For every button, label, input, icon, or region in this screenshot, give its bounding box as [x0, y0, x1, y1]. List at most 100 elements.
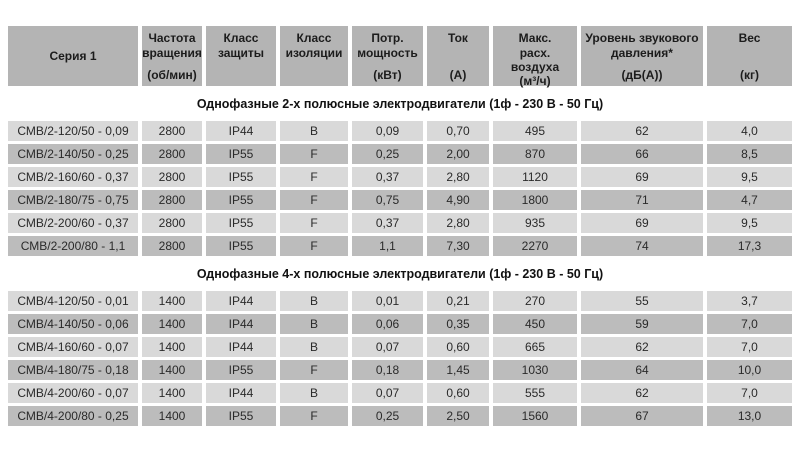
value-cell: 7,0 — [707, 314, 792, 334]
value-cell: 74 — [581, 236, 703, 256]
value-cell: 2,50 — [427, 406, 489, 426]
value-cell: F — [280, 360, 348, 380]
column-unit: (м³/ч) — [519, 73, 551, 88]
value-cell: 8,5 — [707, 144, 792, 164]
value-cell: 2800 — [142, 236, 202, 256]
value-cell: 4,0 — [707, 121, 792, 141]
value-cell: B — [280, 291, 348, 311]
column-header-series: Серия 1 — [8, 26, 138, 86]
section-title-row: Однофазные 4-х полюсные электродвигатели… — [8, 259, 792, 288]
value-cell: B — [280, 314, 348, 334]
value-cell: 1400 — [142, 314, 202, 334]
column-header-insulation-class: Класс изоляции — [280, 26, 348, 86]
value-cell: IP55 — [206, 213, 276, 233]
value-cell: F — [280, 406, 348, 426]
model-cell: СМВ/4-160/60 - 0,07 — [8, 337, 138, 357]
value-cell: 2800 — [142, 190, 202, 210]
value-cell: 67 — [581, 406, 703, 426]
table-row: СМВ/4-200/80 - 0,25 1400 IP55 F 0,25 2,50 1560… — [8, 406, 792, 426]
value-cell: 0,75 — [352, 190, 423, 210]
value-cell: IP55 — [206, 406, 276, 426]
value-cell: 62 — [581, 337, 703, 357]
value-cell: 1030 — [493, 360, 577, 380]
model-cell: СМВ/2-160/60 - 0,37 — [8, 167, 138, 187]
value-cell: 0,06 — [352, 314, 423, 334]
value-cell: IP44 — [206, 383, 276, 403]
value-cell: 2800 — [142, 121, 202, 141]
value-cell: F — [280, 213, 348, 233]
value-cell: IP55 — [206, 236, 276, 256]
table-row: СМВ/4-140/50 - 0,06 1400 IP44 B 0,06 0,35 450 5… — [8, 314, 792, 334]
value-cell: 0,35 — [427, 314, 489, 334]
value-cell: 7,30 — [427, 236, 489, 256]
model-cell: СМВ/4-140/50 - 0,06 — [8, 314, 138, 334]
table-row: СМВ/2-140/50 - 0,25 2800 IP55 F 0,25 2,00 870 6… — [8, 144, 792, 164]
value-cell: 9,5 — [707, 167, 792, 187]
value-cell: 4,7 — [707, 190, 792, 210]
column-header-power: Потр. мощность (кВт) — [352, 26, 423, 86]
value-cell: 13,0 — [707, 406, 792, 426]
model-cell: СМВ/2-200/60 - 0,37 — [8, 213, 138, 233]
column-label: Класс защиты — [217, 31, 265, 60]
column-label: Уровень звукового давления* — [585, 31, 699, 60]
value-cell: 1400 — [142, 291, 202, 311]
value-cell: 555 — [493, 383, 577, 403]
model-cell: СМВ/2-120/50 - 0,09 — [8, 121, 138, 141]
value-cell: 0,01 — [352, 291, 423, 311]
value-cell: B — [280, 121, 348, 141]
value-cell: IP55 — [206, 190, 276, 210]
value-cell: 0,09 — [352, 121, 423, 141]
value-cell: B — [280, 383, 348, 403]
table-row: СМВ/4-160/60 - 0,07 1400 IP44 B 0,07 0,60 665 6… — [8, 337, 792, 357]
column-header-weight: Вес (кг) — [707, 26, 792, 86]
value-cell: F — [280, 167, 348, 187]
value-cell: 69 — [581, 167, 703, 187]
column-label: Серия 1 — [49, 49, 97, 64]
column-header-protection-class: Класс защиты — [206, 26, 276, 86]
column-unit: (кг) — [740, 67, 759, 82]
value-cell: 1,45 — [427, 360, 489, 380]
value-cell: 2,80 — [427, 167, 489, 187]
column-label: Макс. расх. воздуха — [510, 31, 560, 75]
value-cell: 62 — [581, 121, 703, 141]
value-cell: 665 — [493, 337, 577, 357]
value-cell: IP44 — [206, 314, 276, 334]
value-cell: IP44 — [206, 121, 276, 141]
column-label: Вес — [738, 31, 761, 45]
section-title: Однофазные 2-х полюсные электродвигатели… — [8, 89, 792, 118]
value-cell: 9,5 — [707, 213, 792, 233]
column-unit: (кВт) — [373, 67, 402, 82]
model-cell: СМВ/4-180/75 - 0,18 — [8, 360, 138, 380]
value-cell: 2270 — [493, 236, 577, 256]
value-cell: 17,3 — [707, 236, 792, 256]
table-row: СМВ/2-180/75 - 0,75 2800 IP55 F 0,75 4,90 1800… — [8, 190, 792, 210]
model-cell: СМВ/2-140/50 - 0,25 — [8, 144, 138, 164]
column-label: Ток — [448, 31, 468, 45]
table-row: СМВ/4-200/60 - 0,07 1400 IP44 B 0,07 0,60 555 6… — [8, 383, 792, 403]
value-cell: 4,90 — [427, 190, 489, 210]
value-cell: 0,37 — [352, 167, 423, 187]
model-cell: СМВ/4-200/80 - 0,25 — [8, 406, 138, 426]
column-header-airflow: Макс. расх. воздуха (м³/ч) — [493, 26, 577, 88]
value-cell: 0,21 — [427, 291, 489, 311]
value-cell: 59 — [581, 314, 703, 334]
column-unit: (об/мин) — [147, 67, 197, 82]
value-cell: 0,18 — [352, 360, 423, 380]
section-title-row: Однофазные 2-х полюсные электродвигатели… — [8, 89, 792, 118]
column-header-sound-pressure: Уровень звукового давления* (дБ(А)) — [581, 26, 703, 86]
value-cell: 1800 — [493, 190, 577, 210]
value-cell: 1400 — [142, 337, 202, 357]
value-cell: 62 — [581, 383, 703, 403]
section-title: Однофазные 4-х полюсные электродвигатели… — [8, 259, 792, 288]
value-cell: 66 — [581, 144, 703, 164]
value-cell: F — [280, 190, 348, 210]
model-cell: СМВ/2-180/75 - 0,75 — [8, 190, 138, 210]
value-cell: F — [280, 144, 348, 164]
table-row: СМВ/4-180/75 - 0,18 1400 IP55 F 0,18 1,45 1030… — [8, 360, 792, 380]
column-label: Класс изоляции — [285, 31, 343, 60]
value-cell: 1400 — [142, 383, 202, 403]
value-cell: 0,60 — [427, 337, 489, 357]
value-cell: 0,25 — [352, 144, 423, 164]
value-cell: IP55 — [206, 144, 276, 164]
table-header: Серия 1 Частота вращения (об/мин) Класс … — [8, 26, 792, 88]
